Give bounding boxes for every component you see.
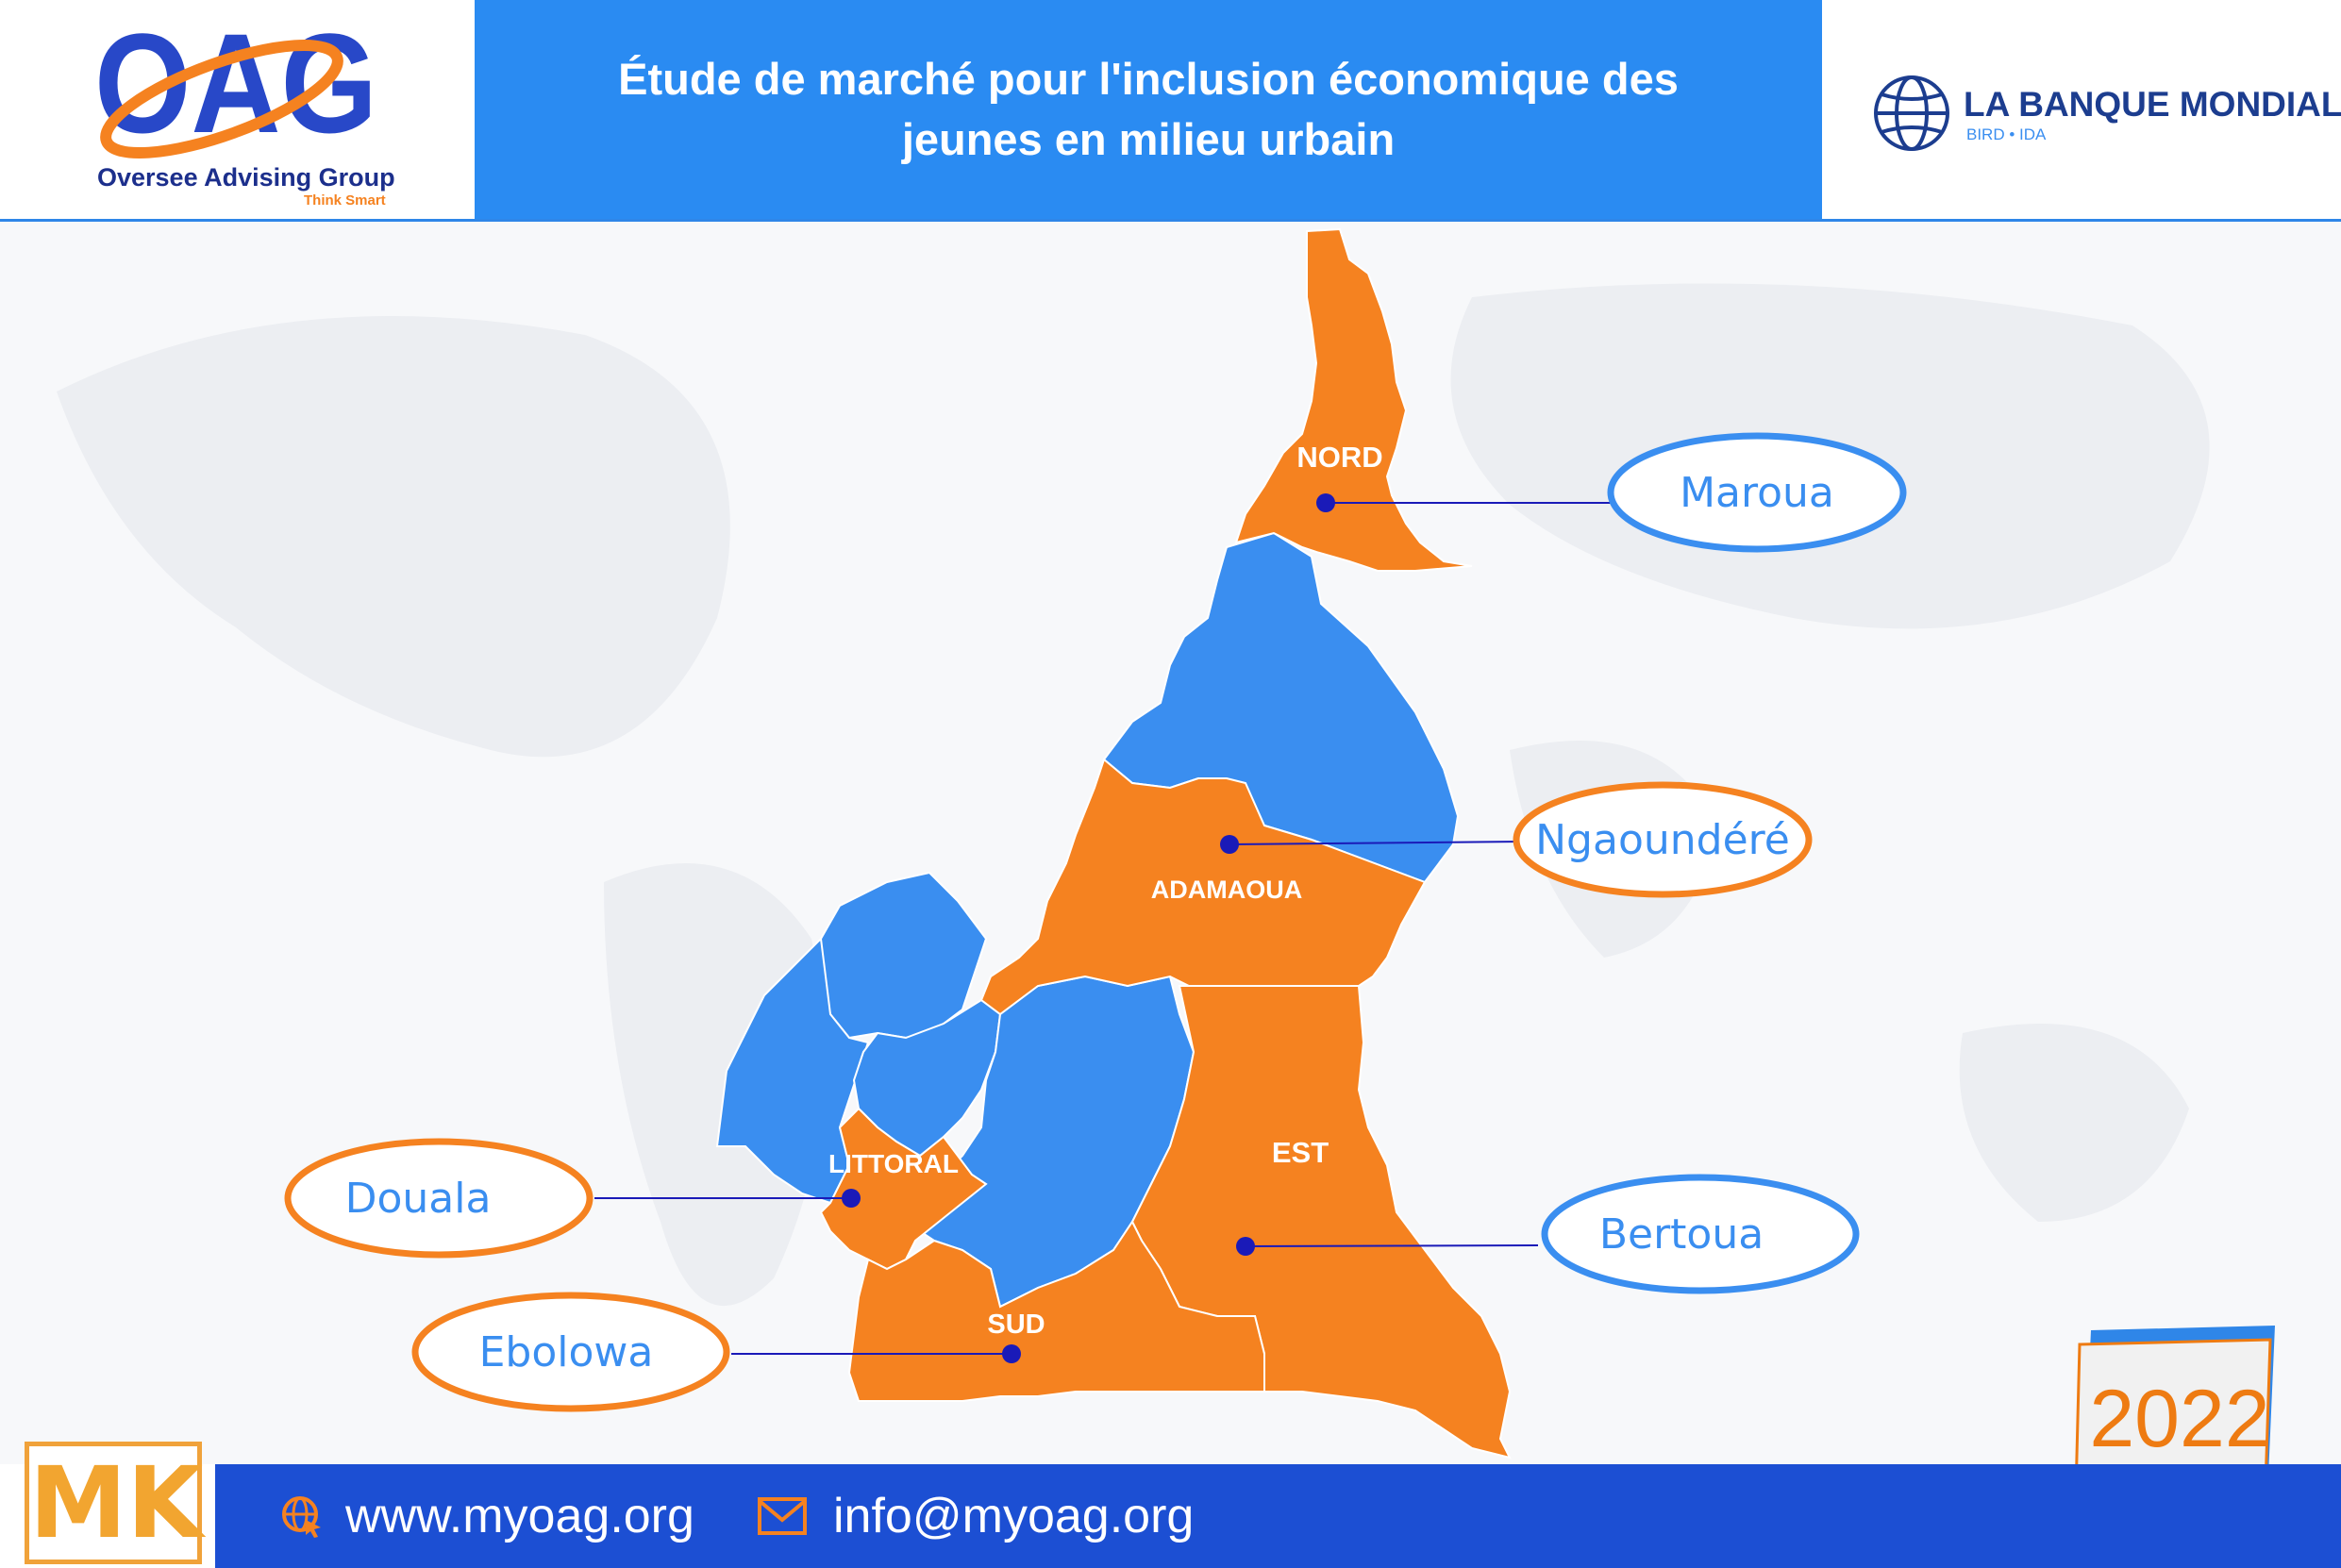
year-label: 2022 xyxy=(2089,1374,2270,1464)
partner-sub: BIRD • IDA xyxy=(1966,125,2047,143)
label-adamaoua: ADAMAOUA xyxy=(1151,876,1302,904)
globe-icon: LA BANQUE MONDIALE BIRD • IDA xyxy=(1874,75,2341,151)
city-badge-bertoua[interactable] xyxy=(1541,1174,1860,1294)
year-badge xyxy=(2072,1326,2280,1495)
city-name-ngaoundere: Ngaoundéré xyxy=(1535,816,1790,864)
logo-letters: OAG xyxy=(94,4,377,162)
world-map-background xyxy=(57,283,2210,1307)
org-tagline: Think Smart xyxy=(304,192,386,209)
label-littoral: LITTORAL xyxy=(828,1149,959,1178)
label-est: EST xyxy=(1272,1136,1329,1169)
email-text: info@myoag.org xyxy=(833,1489,1195,1543)
title-banner: Étude de marché pour l'inclusion économi… xyxy=(475,0,1822,219)
city-badge-maroua[interactable] xyxy=(1607,432,1907,553)
city-dot-ebolowa[interactable] xyxy=(1002,1344,1021,1363)
email-link[interactable]: info@myoag.org xyxy=(758,1485,1194,1547)
mk-logo-text: MK xyxy=(29,1445,204,1560)
region-nord[interactable] xyxy=(1234,227,1473,572)
website-link[interactable]: www.myoag.org xyxy=(279,1485,694,1547)
city-badge-ngaoundere[interactable] xyxy=(1513,781,1813,898)
mail-icon xyxy=(758,1497,807,1535)
city-dot-douala[interactable] xyxy=(842,1189,861,1208)
header: OAG Oversee Advising Group Think Smart É… xyxy=(0,0,2341,222)
region-ouest-blue[interactable] xyxy=(852,998,1002,1158)
footer-bar: www.myoag.org info@myoag.org xyxy=(215,1464,2341,1568)
org-name: Oversee Advising Group xyxy=(97,163,395,192)
oag-logo-mark: OAG Oversee Advising Group Think Smart xyxy=(94,4,395,209)
website-text: www.myoag.org xyxy=(345,1489,694,1543)
title-line-2: jeunes en milieu urbain xyxy=(901,114,1396,164)
cameroon-map: NORD ADAMAOUA LITTORAL EST SUD xyxy=(0,222,2341,1467)
connector-bertoua xyxy=(1245,1244,1539,1247)
connector-ngaoundere xyxy=(1229,841,1525,845)
region-sud-ouest-blue[interactable] xyxy=(715,936,870,1205)
label-sud: SUD xyxy=(987,1309,1045,1340)
title-line-1: Étude de marché pour l'inclusion économi… xyxy=(618,54,1679,104)
city-badge-ebolowa[interactable] xyxy=(411,1292,730,1412)
partner-name: LA BANQUE MONDIALE xyxy=(1964,85,2341,124)
globe-cursor-icon xyxy=(282,1496,321,1538)
footer: www.myoag.org info@myoag.org xyxy=(0,1464,2341,1568)
city-name-bertoua: Bertoua xyxy=(1599,1210,1764,1259)
city-badge-douala[interactable] xyxy=(284,1138,594,1259)
region-sud[interactable] xyxy=(847,1220,1265,1402)
city-dot-maroua[interactable] xyxy=(1316,493,1335,512)
world-bank-logo[interactable]: LA BANQUE MONDIALE BIRD • IDA xyxy=(1827,0,2341,219)
region-littoral[interactable] xyxy=(819,1107,988,1271)
mk-logo[interactable]: MK xyxy=(25,1442,204,1564)
city-dot-bertoua[interactable] xyxy=(1236,1237,1255,1256)
oag-logo[interactable]: OAG Oversee Advising Group Think Smart xyxy=(0,0,470,219)
city-name-ebolowa: Ebolowa xyxy=(479,1328,654,1376)
city-dot-ngaoundere[interactable] xyxy=(1220,835,1239,854)
city-name-douala: Douala xyxy=(345,1175,492,1223)
city-name-maroua: Maroua xyxy=(1680,469,1834,517)
label-nord: NORD xyxy=(1296,441,1382,474)
